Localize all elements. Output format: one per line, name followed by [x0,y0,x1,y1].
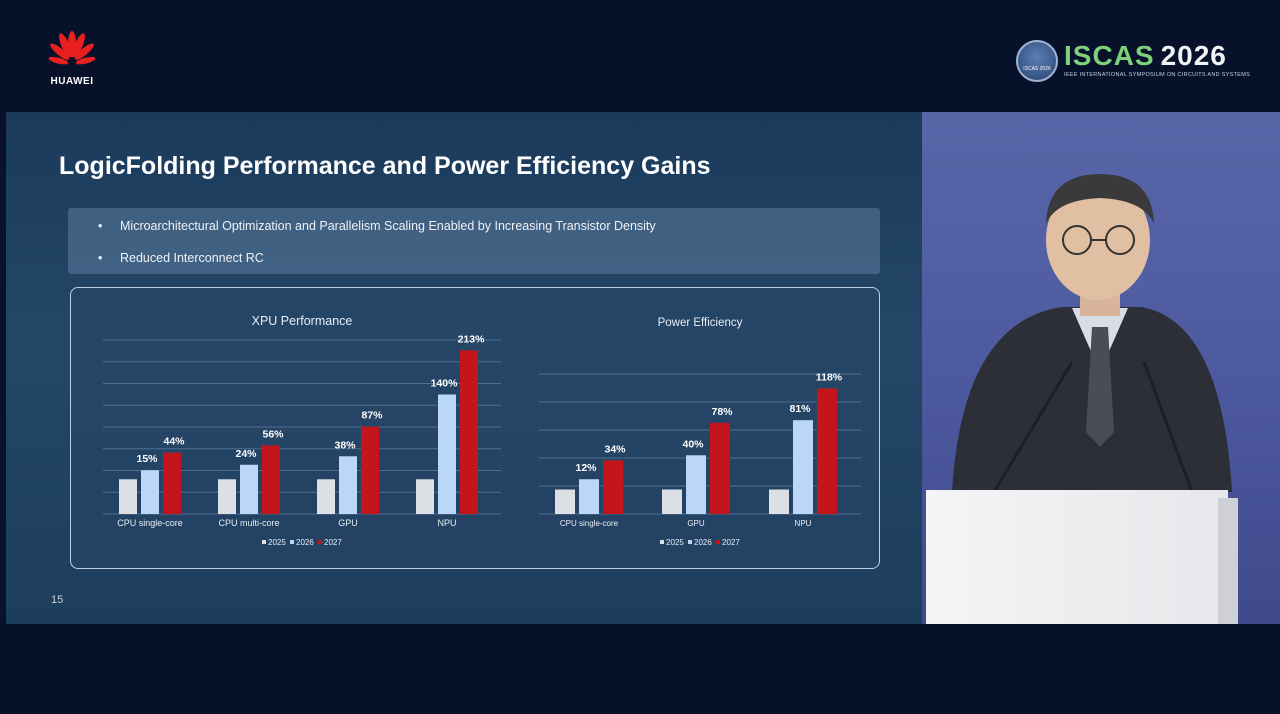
data-label: 24% [235,448,257,460]
bar-2027 [710,422,730,514]
bullet-box: • Microarchitectural Optimization and Pa… [68,208,880,274]
huawei-wordmark: HUAWEI [50,76,94,87]
data-label: 15% [136,453,158,465]
bar-2025 [555,489,575,514]
category-label: CPU single-core [117,518,183,528]
bottom-banner [0,626,1280,714]
legend-label: 2027 [722,538,740,547]
bar-2025 [218,479,236,514]
data-label: 213% [458,333,486,345]
slide-title: LogicFolding Performance and Power Effic… [59,152,711,180]
microphone-left [992,361,1074,493]
bullet-item: • Microarchitectural Optimization and Pa… [98,219,656,233]
data-label: 56% [262,428,284,440]
data-label: 34% [604,443,626,455]
data-label: 12% [575,462,597,474]
iscas-emblem-icon: ISCAS 2026 [1016,40,1058,82]
bar-2026 [438,394,456,514]
bar-2027 [460,350,478,514]
speaker-figure [952,174,1232,493]
category-label: GPU [687,519,705,528]
bar-2027 [817,388,837,514]
bar-2025 [416,479,434,514]
data-label: 118% [816,372,843,384]
bar-2025 [317,479,335,514]
podium [926,490,1228,624]
legend-swatch [660,540,664,544]
huawei-petals-icon [48,31,96,65]
iscas-logo: ISCAS 2026 ISCAS 2026 IEEE INTERNATIONAL … [1016,40,1256,84]
iscas-wordmark: ISCAS 2026 [1064,40,1227,72]
legend-label: 2025 [666,538,684,547]
speaker-tie [1086,327,1114,447]
bar-2026 [686,455,706,514]
bar-2026 [579,479,599,514]
chart-title: XPU Performance [252,314,353,328]
legend-label: 2027 [324,538,342,547]
category-label: NPU [795,519,812,528]
power-efficiency-chart: Power Efficiency 12% 34% CPU single-core 40%… [539,317,861,547]
data-label: 81% [789,403,811,415]
bar-2027 [361,426,379,514]
category-label: CPU single-core [560,519,619,528]
chart-legend: 2025 2026 2027 [262,538,342,547]
speaker-hair [1046,174,1154,224]
bar-2026 [240,464,258,514]
iscas-subtitle: IEEE INTERNATIONAL SYMPOSIUM ON CIRCUITS… [1064,72,1251,78]
presentation-slide: LogicFolding Performance and Power Effic… [6,112,922,624]
data-label: 38% [334,439,356,451]
iscas-year: 2026 [1160,40,1227,71]
data-label: 40% [682,438,704,450]
data-label: 44% [163,436,185,448]
slide-page-number: 15 [51,594,64,606]
bullet-item: • Reduced Interconnect RC [98,251,264,265]
legend-swatch [716,540,720,544]
bullet-text: Reduced Interconnect RC [120,251,264,265]
bar-2026 [793,420,813,514]
iscas-word: ISCAS [1064,40,1155,71]
category-label: GPU [338,518,358,528]
bullet-dot-icon: • [98,219,103,233]
bar-2027 [262,445,280,514]
bar-2027 [603,460,623,514]
category-label: NPU [437,518,456,528]
legend-swatch [318,540,322,544]
chart-panel: XPU Performance 15% 44% CPU single-core 24% 5… [70,287,880,569]
top-banner: HUAWEI ISCAS 2026 ISCAS 2026 IEEE INTERNA… [0,0,1280,110]
legend-swatch [262,540,266,544]
data-label: 78% [711,406,733,418]
chart-title: Power Efficiency [658,317,743,329]
legend-swatch [290,540,294,544]
xpu-performance-chart: XPU Performance 15% 44% CPU single-core 24% 5… [103,314,501,547]
data-label: 87% [361,410,383,422]
legend-swatch [688,540,692,544]
bullet-dot-icon: • [98,251,103,265]
microphone-right [1142,361,1194,493]
legend-label: 2025 [268,538,286,547]
chart-legend: 2025 2026 2027 [660,538,740,547]
legend-label: 2026 [296,538,314,547]
huawei-logo: HUAWEI [40,30,104,90]
bar-2025 [119,479,137,514]
bar-2026 [339,456,357,514]
bullet-text: Microarchitectural Optimization and Para… [120,219,656,233]
data-label: 140% [431,378,459,390]
bar-2027 [163,452,181,514]
iscas-emblem-text: ISCAS 2026 [1023,66,1051,72]
category-label: CPU multi-core [218,518,279,528]
bar-2025 [769,489,789,514]
podium-side [1218,498,1238,624]
legend-label: 2026 [694,538,712,547]
bar-2025 [662,489,682,514]
bar-2026 [141,470,159,514]
charts-svg: XPU Performance 15% 44% CPU single-core 24% 5… [103,314,861,547]
